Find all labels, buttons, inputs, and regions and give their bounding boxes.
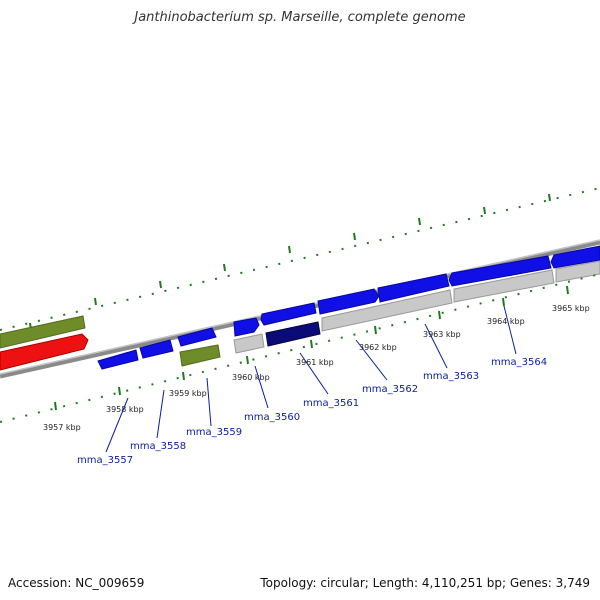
- gene-label[interactable]: mma_3562: [362, 384, 418, 395]
- gene-blue-f[interactable]: [550, 245, 600, 269]
- genome-summary-text: Topology: circular; Length: 4,110,251 bp…: [260, 576, 590, 590]
- gene-label[interactable]: mma_3557: [77, 455, 133, 466]
- outer-major-ticks: [29, 193, 551, 331]
- gene-green-lower[interactable]: [179, 344, 221, 367]
- map-title: Janthinobacterium sp. Marseille, complet…: [134, 10, 466, 25]
- kbp-label: 3965 kbp: [552, 304, 590, 313]
- gene-dark-blue[interactable]: [265, 321, 321, 347]
- gray-feature-a: [233, 333, 265, 354]
- gene-blue-lower-3[interactable]: [177, 327, 217, 347]
- gene-blue-lower-2[interactable]: [139, 339, 174, 359]
- kbp-labels: 3957 kbp 3958 kbp 3959 kbp 3960 kbp 3961…: [43, 304, 590, 432]
- gray-feature-c: [453, 269, 555, 303]
- kbp-label: 3957 kbp: [43, 423, 81, 432]
- gene-green-upper[interactable]: [0, 315, 86, 349]
- gene-blue-d[interactable]: [377, 273, 450, 303]
- accession-text: Accession: NC_009659: [8, 576, 145, 590]
- kbp-label: 3962 kbp: [359, 343, 397, 352]
- gene-label[interactable]: mma_3558: [130, 441, 186, 452]
- gene-labels: mma_3557 mma_3558 mma_3559 mma_3560 mma_…: [77, 357, 547, 466]
- gray-feature-d: [555, 260, 600, 283]
- gray-feature-b: [321, 289, 453, 332]
- kbp-label: 3958 kbp: [106, 405, 144, 414]
- kbp-label: 3963 kbp: [423, 330, 461, 339]
- gene-red[interactable]: [0, 333, 89, 371]
- inner-major-ticks: [54, 285, 569, 411]
- gene-blue-c[interactable]: [317, 288, 380, 315]
- kbp-label: 3964 kbp: [487, 317, 525, 326]
- gene-blue-a[interactable]: [233, 317, 260, 337]
- gene-leader-lines: [105, 305, 517, 453]
- gene-label[interactable]: mma_3564: [491, 357, 547, 368]
- gene-label[interactable]: mma_3563: [423, 371, 479, 382]
- inner-tick-track: [0, 273, 600, 423]
- gene-label[interactable]: mma_3560: [244, 412, 300, 423]
- kbp-label: 3960 kbp: [232, 373, 270, 382]
- gene-label[interactable]: mma_3561: [303, 398, 359, 409]
- gene-blue-e[interactable]: [448, 255, 552, 287]
- gene-blue-lower-1[interactable]: [97, 349, 139, 370]
- kbp-label: 3959 kbp: [169, 389, 207, 398]
- kbp-label: 3961 kbp: [296, 358, 334, 367]
- gene-label[interactable]: mma_3559: [186, 427, 242, 438]
- gene-blue-b[interactable]: [260, 302, 317, 326]
